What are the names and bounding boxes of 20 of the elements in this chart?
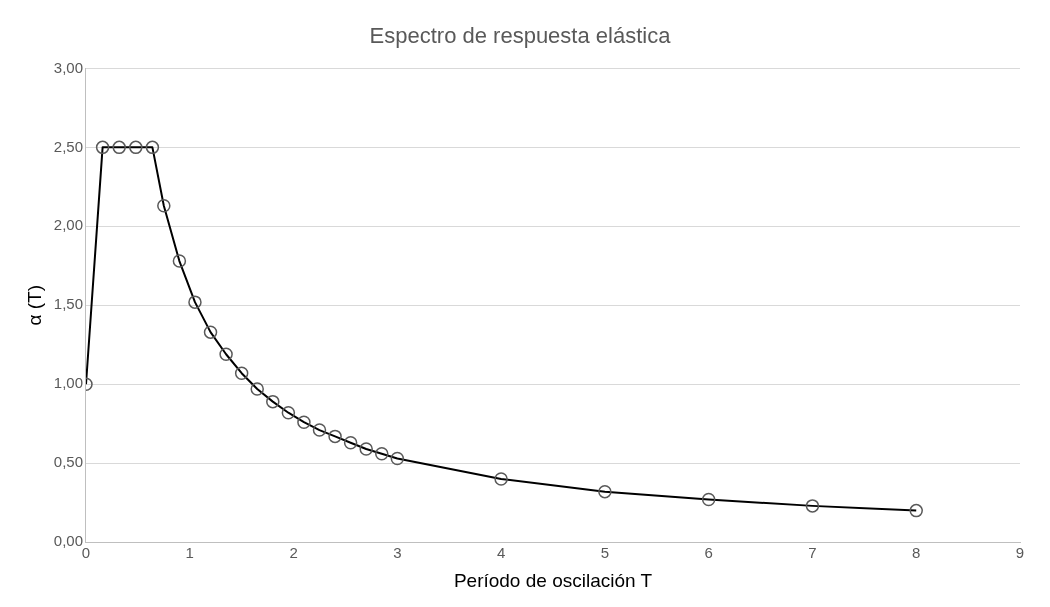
y-tick-label: 2,00 bbox=[53, 216, 83, 234]
x-tick-label: 5 bbox=[600, 544, 610, 562]
chart-title: Espectro de respuesta elástica bbox=[369, 23, 672, 49]
x-tick-label: 7 bbox=[808, 544, 817, 562]
y-tick-label: 0,00 bbox=[53, 532, 83, 550]
y-tick-label: 3,00 bbox=[53, 58, 83, 76]
x-tick-label: 3 bbox=[393, 544, 402, 562]
y-tick-label: 1,50 bbox=[53, 295, 83, 313]
x-tick-label: 4 bbox=[496, 544, 506, 562]
x-tick-label: 0 bbox=[81, 544, 91, 562]
y-tick-label: 2,50 bbox=[53, 137, 83, 155]
y-tick-label: 0,50 bbox=[53, 453, 83, 471]
y-tick-label: 1,00 bbox=[53, 374, 83, 392]
x-tick-label: 9 bbox=[1015, 544, 1025, 562]
y-axis-title: α (T) bbox=[23, 285, 45, 326]
x-axis-title: Período de oscilación T bbox=[453, 569, 653, 591]
x-tick-label: 1 bbox=[185, 544, 194, 562]
x-tick-label: 6 bbox=[704, 544, 713, 562]
x-tick-label: 2 bbox=[289, 544, 298, 562]
x-tick-label: 8 bbox=[912, 544, 921, 562]
